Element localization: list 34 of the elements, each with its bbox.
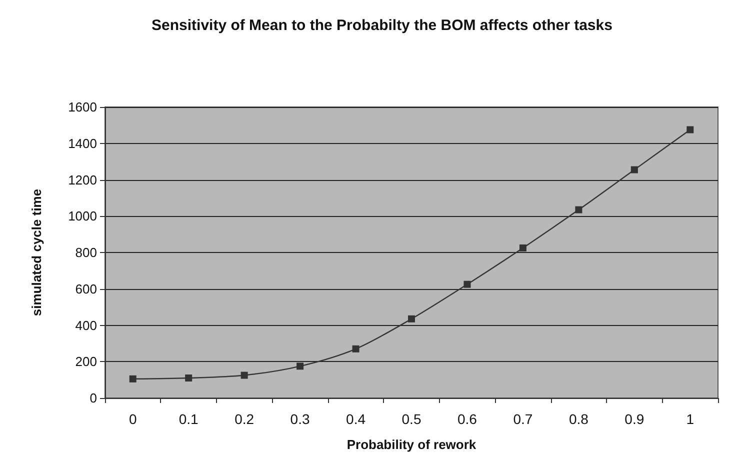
y-tick-label: 600 (75, 281, 97, 296)
y-tick-label: 1200 (68, 172, 97, 188)
x-tick-label: 0.7 (513, 411, 533, 427)
point (185, 374, 192, 382)
point (129, 375, 136, 382)
y-tick-label: 1000 (68, 208, 97, 224)
x-tick-label: 0.2 (234, 411, 254, 427)
point (464, 280, 471, 288)
point (686, 126, 694, 134)
point (296, 362, 304, 370)
x-tick-label: 0.9 (624, 411, 644, 427)
x-tick-label: 0 (128, 411, 137, 427)
y-tick-label: 1600 (68, 100, 97, 114)
y-tick-label: 0 (90, 390, 97, 406)
x-axis-title: Probability of rework (346, 437, 477, 452)
y-axis-title: simulated cycle time (29, 188, 44, 316)
x-tick-label: 0.5 (402, 411, 422, 427)
x-tick-label: 1 (686, 411, 694, 427)
chart-title: Sensitivity of Mean to the Probabilty the BOM affects other tasks (150, 16, 614, 36)
point (519, 244, 526, 252)
x-tick-label: 0.8 (568, 411, 589, 427)
point (352, 345, 360, 352)
point (408, 315, 415, 322)
y-tick-label: 1400 (68, 136, 97, 151)
y-tick-label: 800 (75, 245, 97, 260)
x-tick-label: 0.1 (178, 411, 199, 427)
point (630, 166, 638, 174)
x-tick-label: 0.6 (457, 411, 478, 427)
x-tick-label: 0.4 (346, 411, 366, 427)
y-tick-label: 200 (75, 354, 97, 370)
x-tick-label: 0.3 (290, 411, 310, 427)
y-tick-label: 400 (75, 318, 97, 333)
point (240, 372, 248, 379)
point (575, 206, 582, 214)
